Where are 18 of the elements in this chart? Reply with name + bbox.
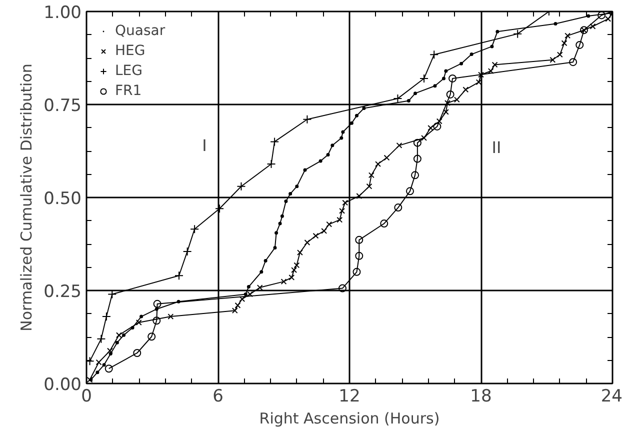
legend-label: Quasar — [115, 23, 166, 39]
x-tick-label: 0 — [81, 386, 92, 406]
x-tick-label: 6 — [212, 386, 224, 406]
y-tick-label: 0.00 — [44, 375, 82, 395]
y-tick-label: 1.00 — [44, 3, 82, 23]
y-tick-label: 0.75 — [44, 96, 82, 116]
x-tick-label: 12 — [338, 386, 360, 406]
annotation: II — [492, 138, 502, 157]
x-tick-label: 24 — [600, 386, 622, 406]
x-axis-title: Right Ascension (Hours) — [259, 410, 440, 428]
y-axis-title: Normalized Cumulative Distribution — [18, 64, 36, 332]
y-tick-label: 0.50 — [44, 189, 82, 209]
y-tick-label: 0.25 — [44, 282, 82, 302]
annotation: I — [202, 136, 207, 155]
legend-label: FR1 — [115, 83, 142, 99]
legend-label: LEG — [115, 63, 142, 79]
legend-label: HEG — [115, 43, 146, 59]
x-tick-label: 18 — [470, 386, 492, 406]
